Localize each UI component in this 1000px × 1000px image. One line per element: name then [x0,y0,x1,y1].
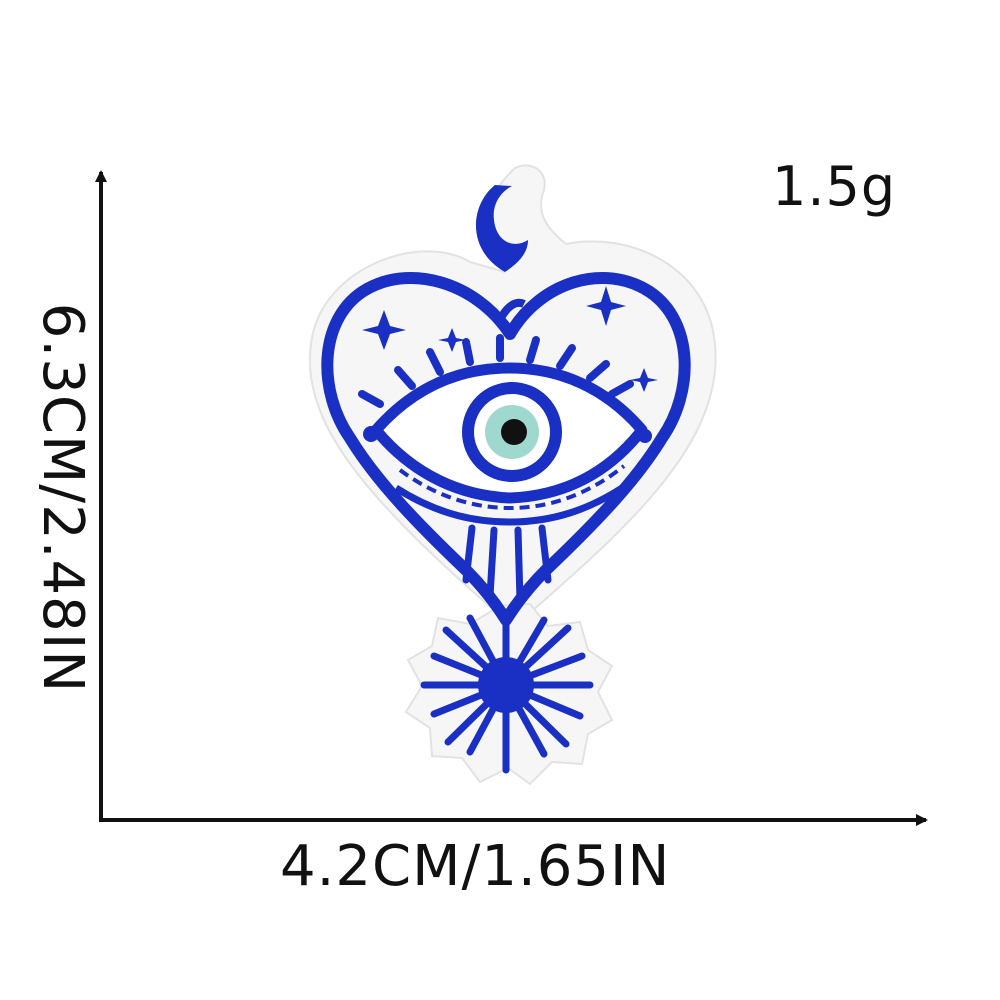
height-dimension-label: 6.3CM/2.48IN [30,302,95,694]
sun-icon [420,608,594,774]
width-dimension-label: 4.2CM/1.65IN [280,834,671,899]
weight-label: 1.5g [772,155,897,218]
evil-eye-heart-patch-icon [308,164,717,786]
crescent-moon-icon [475,185,528,272]
